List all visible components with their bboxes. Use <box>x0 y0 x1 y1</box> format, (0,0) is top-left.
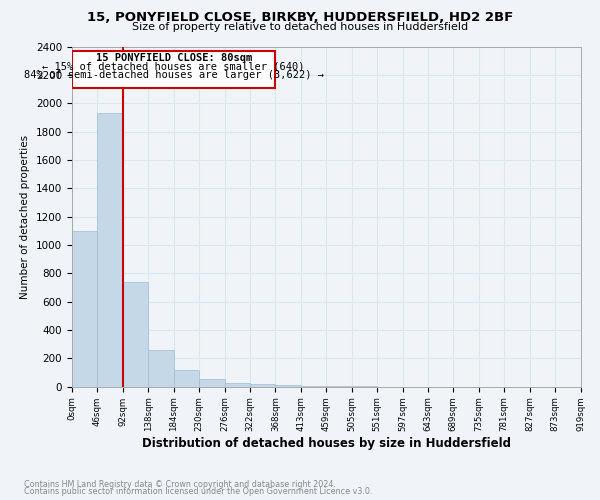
Text: ← 15% of detached houses are smaller (640): ← 15% of detached houses are smaller (64… <box>43 62 305 72</box>
Text: Contains public sector information licensed under the Open Government Licence v3: Contains public sector information licen… <box>24 487 373 496</box>
Bar <box>199 379 224 387</box>
Text: 15, PONYFIELD CLOSE, BIRKBY, HUDDERSFIELD, HD2 2BF: 15, PONYFIELD CLOSE, BIRKBY, HUDDERSFIEL… <box>87 11 513 24</box>
Bar <box>148 350 174 387</box>
FancyBboxPatch shape <box>72 51 275 88</box>
X-axis label: Distribution of detached houses by size in Huddersfield: Distribution of detached houses by size … <box>142 437 511 450</box>
Y-axis label: Number of detached properties: Number of detached properties <box>20 134 31 298</box>
Text: 84% of semi-detached houses are larger (3,622) →: 84% of semi-detached houses are larger (… <box>23 70 324 80</box>
Bar <box>275 386 301 387</box>
Bar <box>301 386 326 387</box>
Text: Contains HM Land Registry data © Crown copyright and database right 2024.: Contains HM Land Registry data © Crown c… <box>24 480 336 489</box>
Bar <box>224 382 250 387</box>
Bar <box>174 370 199 387</box>
Bar <box>326 386 352 387</box>
Text: Size of property relative to detached houses in Huddersfield: Size of property relative to detached ho… <box>132 22 468 32</box>
Bar <box>72 231 97 387</box>
Bar <box>250 384 275 387</box>
Bar <box>97 113 123 387</box>
Bar <box>123 282 148 387</box>
Text: 15 PONYFIELD CLOSE: 80sqm: 15 PONYFIELD CLOSE: 80sqm <box>95 53 252 63</box>
